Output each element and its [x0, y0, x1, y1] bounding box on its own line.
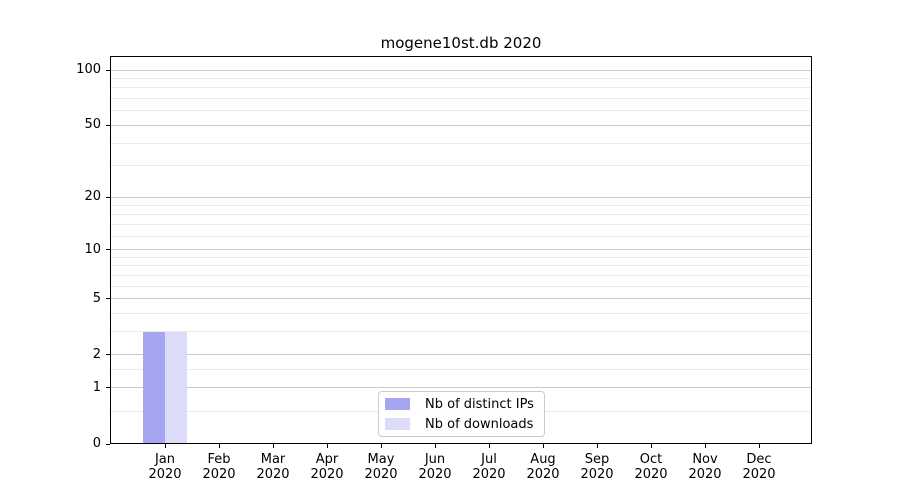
gridline-major	[111, 387, 811, 389]
legend-swatch-distinct-ips	[385, 398, 410, 410]
gridline-minor	[111, 235, 811, 237]
gridline-major	[111, 69, 811, 71]
gridline-minor	[111, 331, 811, 333]
y-axis-tick	[106, 354, 110, 356]
x-axis-label: Nov 2020	[688, 452, 722, 482]
gridline-major	[111, 124, 811, 126]
x-axis-tick	[164, 444, 166, 448]
gridline-major	[111, 298, 811, 300]
x-axis-tick	[218, 444, 220, 448]
x-axis-label: Apr 2020	[310, 452, 344, 482]
gridline-minor	[111, 165, 811, 167]
y-axis-tick	[106, 124, 110, 126]
gridline-minor	[111, 213, 811, 215]
gridline-minor	[111, 369, 811, 371]
x-axis-tick	[596, 444, 598, 448]
gridline-major	[111, 354, 811, 356]
x-axis-tick	[488, 444, 490, 448]
y-axis-label: 0	[92, 436, 101, 451]
gridline-minor	[111, 204, 811, 206]
x-axis-label: Jan 2020	[148, 452, 182, 482]
x-axis-tick	[650, 444, 652, 448]
x-axis-label: Dec 2020	[742, 452, 776, 482]
gridline-minor	[111, 87, 811, 89]
y-axis-label: 20	[84, 189, 101, 205]
y-axis-label: 2	[92, 346, 101, 362]
x-axis-tick	[272, 444, 274, 448]
gridline-major	[111, 249, 811, 251]
y-axis-label: 10	[84, 241, 101, 257]
gridline-minor	[111, 110, 811, 112]
gridline-minor	[111, 98, 811, 100]
gridline-minor	[111, 256, 811, 258]
x-axis-label: Mar 2020	[256, 452, 290, 482]
x-axis-tick	[758, 444, 760, 448]
gridline-minor	[111, 285, 811, 287]
y-axis-label: 5	[92, 290, 101, 306]
gridline-minor	[111, 224, 811, 226]
x-axis-label: Sep 2020	[580, 452, 614, 482]
x-axis-tick	[542, 444, 544, 448]
legend-swatch-downloads	[385, 418, 410, 430]
x-axis-label: May 2020	[364, 452, 398, 482]
gridline-minor	[111, 77, 811, 79]
gridline-minor	[111, 142, 811, 144]
x-axis-tick	[704, 444, 706, 448]
y-axis-tick	[106, 443, 110, 445]
chart-title: mogene10st.db 2020	[380, 34, 542, 52]
x-axis-label: Oct 2020	[634, 452, 668, 482]
y-axis-tick	[106, 387, 110, 389]
y-axis-label: 50	[84, 117, 101, 133]
legend-label-distinct-ips: Nb of distinct IPs	[425, 396, 534, 412]
y-axis-tick	[106, 249, 110, 251]
y-axis-label: 100	[76, 62, 101, 77]
y-axis-tick	[106, 298, 110, 300]
x-axis-tick	[434, 444, 436, 448]
x-axis-tick	[380, 444, 382, 448]
legend: Nb of distinct IPs Nb of downloads	[378, 391, 545, 437]
gridline-minor	[111, 265, 811, 267]
bar-distinct-ips-jan	[143, 331, 165, 444]
gridline-major	[111, 196, 811, 198]
gridline-minor	[111, 274, 811, 276]
legend-item-downloads: Nb of downloads	[385, 417, 544, 432]
x-axis-label: Feb 2020	[202, 452, 236, 482]
x-axis-label: Jul 2020	[472, 452, 506, 482]
y-axis-label: 1	[92, 379, 101, 395]
x-axis-tick	[326, 444, 328, 448]
x-axis-label: Jun 2020	[418, 452, 452, 482]
y-axis-tick	[106, 196, 110, 198]
gridline-minor	[111, 313, 811, 315]
legend-label-downloads: Nb of downloads	[425, 416, 534, 432]
legend-item-distinct-ips: Nb of distinct IPs	[385, 397, 544, 412]
y-axis-tick	[106, 69, 110, 71]
bar-downloads-jan	[165, 331, 187, 444]
x-axis-label: Aug 2020	[526, 452, 560, 482]
